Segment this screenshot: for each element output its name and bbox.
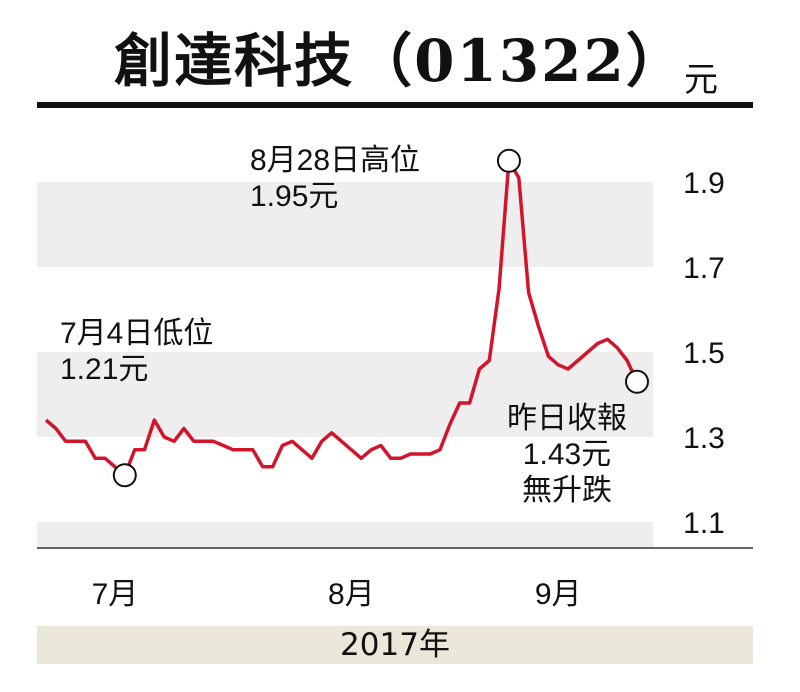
annotation-label: 昨日收報 [507,402,627,435]
annotation-label: 1.21元 [60,353,148,386]
annotation-label: 1.43元 [523,438,611,471]
title-rule [37,102,753,108]
annotation-label: 8月28日高位 [250,144,420,177]
annotation-marker [625,369,649,394]
grid-band [37,352,653,437]
price-line [44,159,639,478]
x-axis-year-label: 2017年 [340,627,450,663]
year-band [37,626,753,664]
x-tick-label: 8月 [328,578,375,611]
x-tick-label: 9月 [535,578,582,611]
grid-band [37,182,653,267]
annotation-marker [496,148,521,173]
y-tick-label: 1.7 [683,252,725,285]
annotation-label: 1.95元 [250,180,338,213]
chart-title: 創達科技（01322） [114,27,686,95]
grid-band [37,522,653,548]
y-tick-label: 1.1 [683,507,725,540]
y-tick-label: 1.9 [683,167,725,200]
y-axis-unit-label: 元 [684,60,718,100]
annotation-marker [112,463,137,488]
annotation-label: 7月4日低位 [60,317,213,350]
y-tick-label: 1.3 [683,422,725,455]
annotation-label: 無升跌 [522,474,612,507]
y-tick-label: 1.5 [683,337,725,370]
x-tick-label: 7月 [92,578,139,611]
